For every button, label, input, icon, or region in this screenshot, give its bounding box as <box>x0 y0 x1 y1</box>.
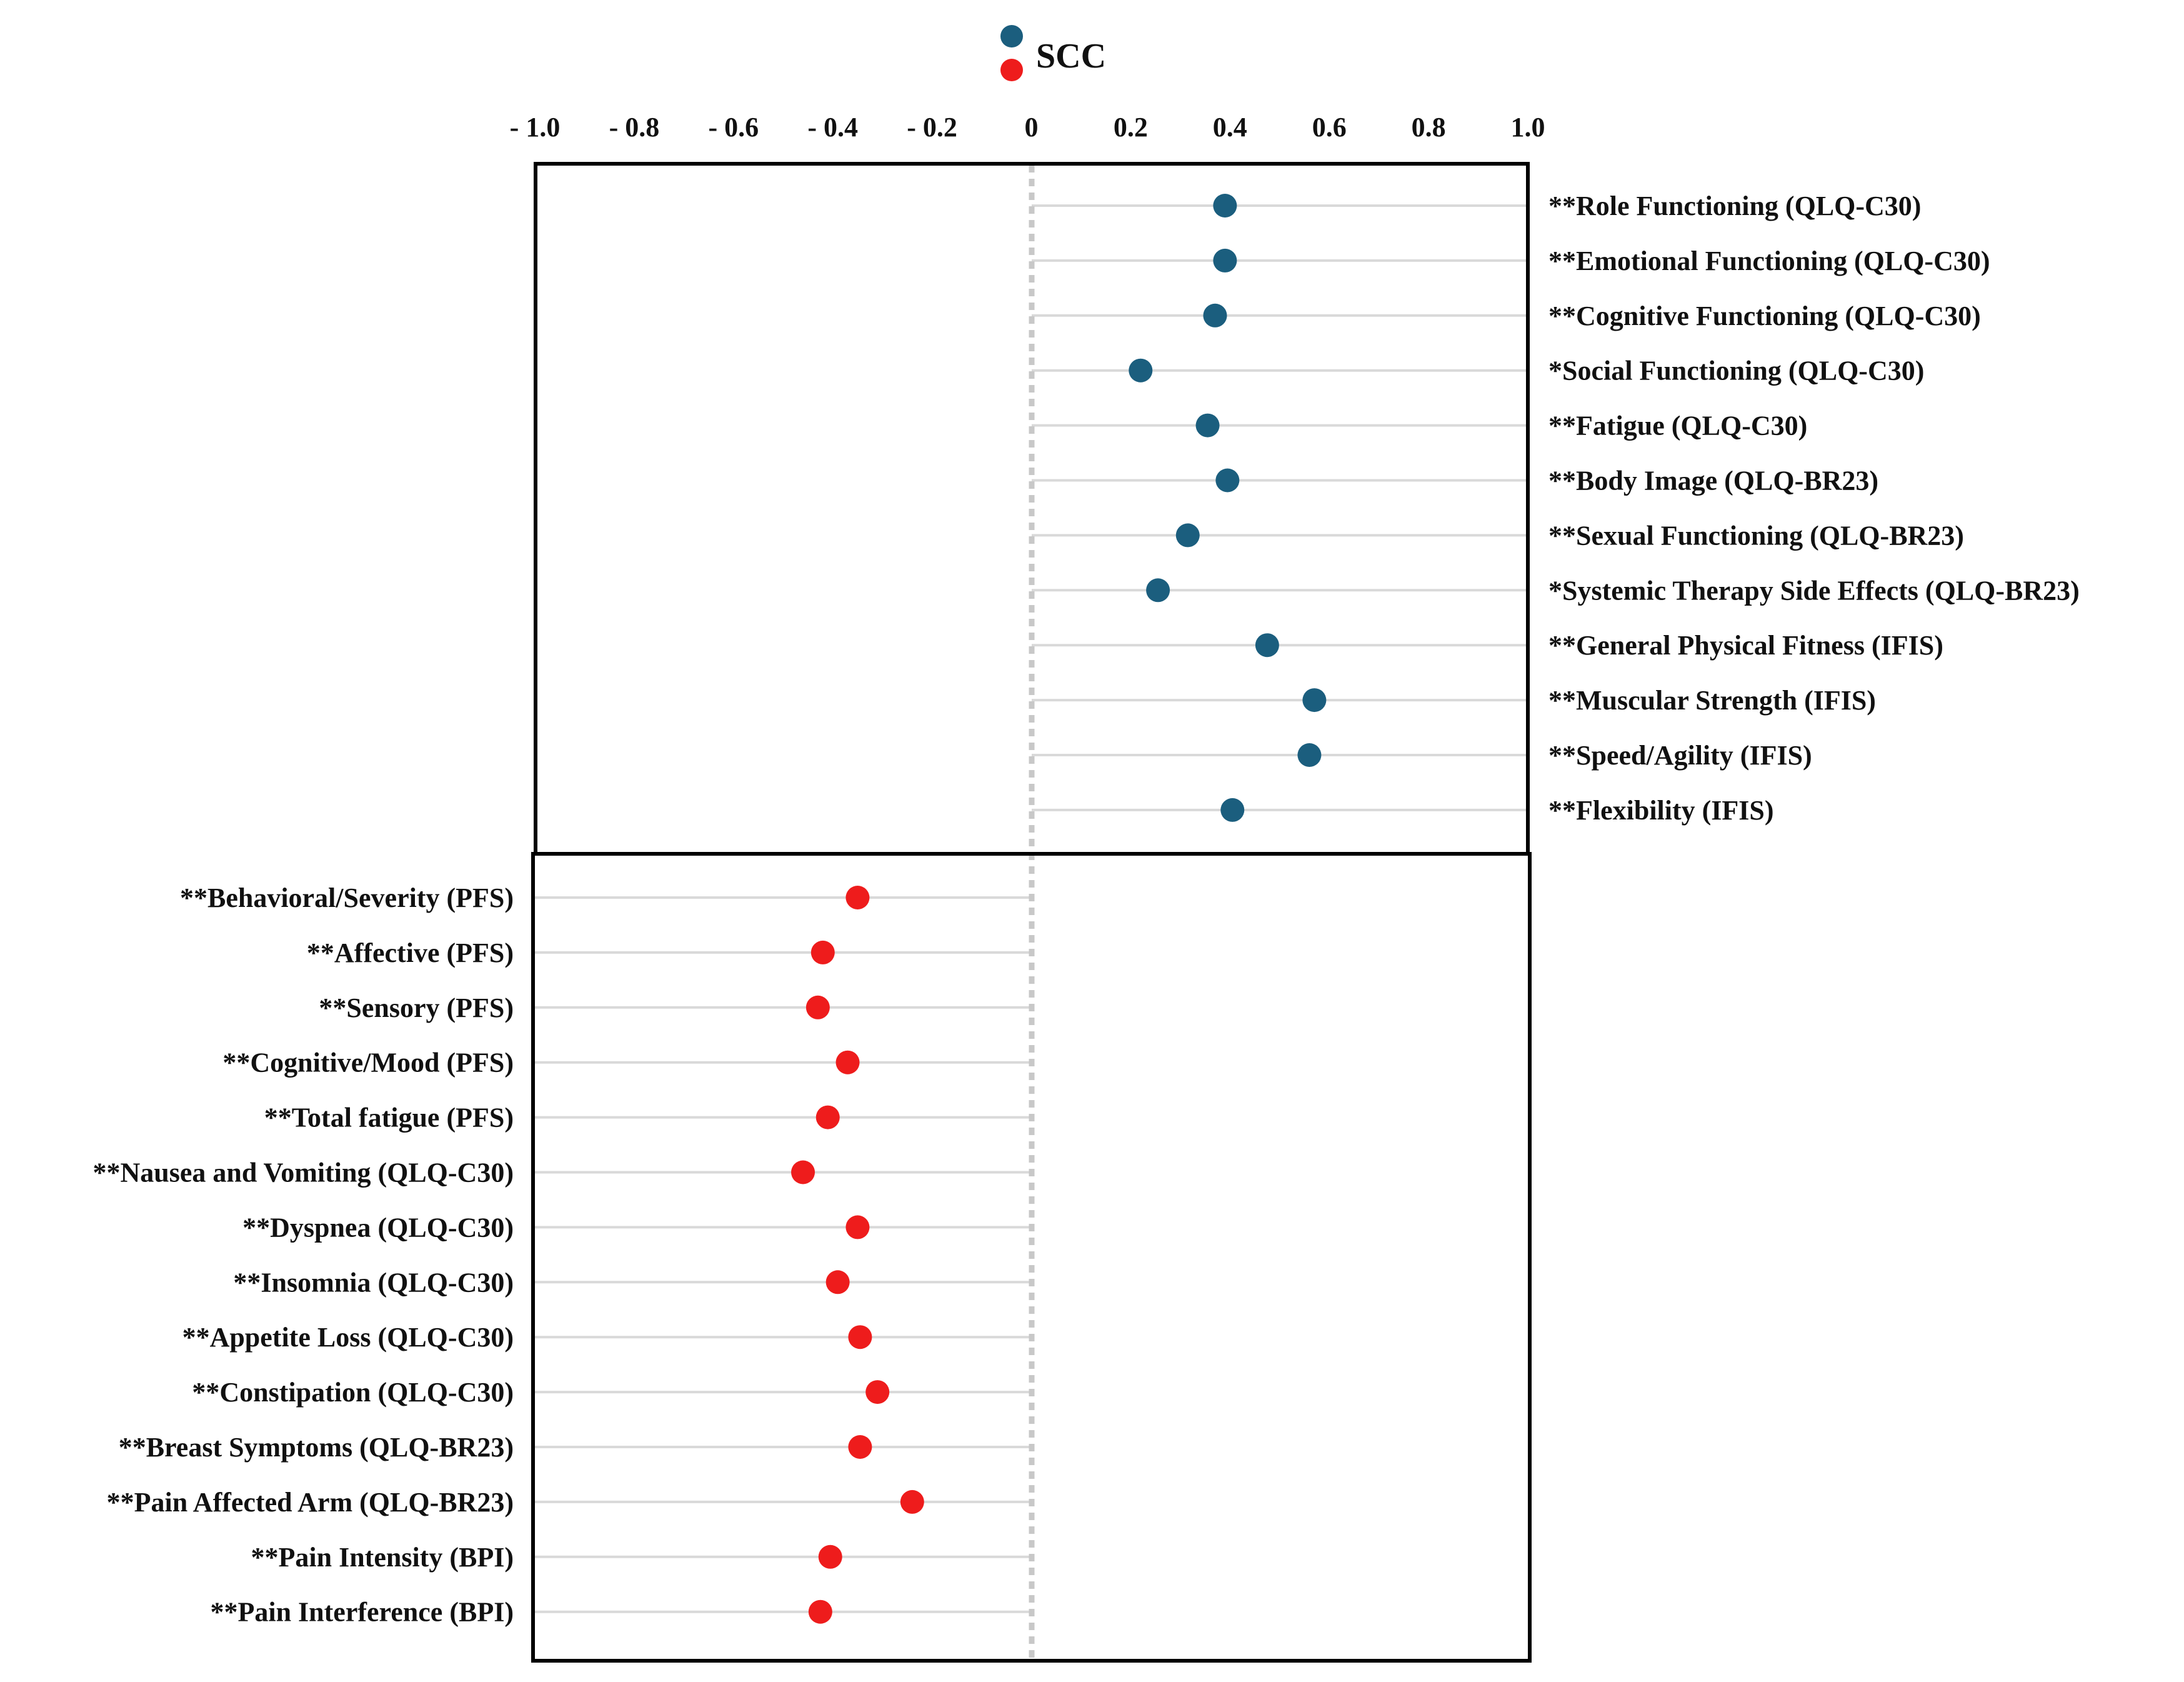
row-label: **Constipation (QLQ-C30) <box>192 1377 514 1408</box>
data-point-positive <box>1220 798 1245 822</box>
data-point-positive <box>1175 523 1200 548</box>
data-point-negative <box>900 1489 924 1514</box>
x-tick-label: - 1.0 <box>510 112 561 143</box>
x-tick-label: 1.0 <box>1511 112 1545 143</box>
data-points <box>791 194 1327 1624</box>
row-label: **Cognitive/Mood (PFS) <box>222 1048 514 1078</box>
row-label: **Appetite Loss (QLQ-C30) <box>182 1322 514 1353</box>
data-point-negative <box>848 1435 872 1459</box>
x-tick-label: - 0.6 <box>708 112 759 143</box>
data-point-positive <box>1297 743 1322 767</box>
panel-frames <box>531 162 1532 1663</box>
row-label: **Flexibility (IFIS) <box>1548 795 1774 826</box>
row-label: **Sensory (PFS) <box>319 993 514 1023</box>
data-point-negative <box>848 1325 872 1349</box>
row-labels: **Role Functioning (QLQ-C30) **Emotional … <box>92 191 2079 1628</box>
x-tick-label: 0.2 <box>1114 112 1148 143</box>
data-point-negative <box>845 886 870 909</box>
row-label: **Body Image (QLQ-BR23) <box>1548 466 1878 496</box>
x-tick-label: - 0.2 <box>907 112 957 143</box>
data-point-negative <box>865 1380 890 1404</box>
data-point-negative <box>818 1544 842 1569</box>
row-label: **Nausea and Vomiting (QLQ-C30) <box>92 1158 514 1188</box>
data-point-positive <box>1129 358 1153 383</box>
legend-label: SCC <box>1036 37 1106 76</box>
data-point-positive <box>1195 413 1220 438</box>
data-point-negative <box>808 1599 832 1624</box>
data-point-negative <box>791 1160 815 1184</box>
x-tick-label: 0.6 <box>1312 112 1347 143</box>
bottom-panel-frame <box>531 852 1532 1663</box>
x-tick-label: 0.8 <box>1412 112 1446 143</box>
row-label: **Dyspnea (QLQ-C30) <box>242 1212 514 1243</box>
row-label: **General Physical Fitness (IFIS) <box>1548 630 1943 661</box>
data-point-positive <box>1302 688 1327 713</box>
data-point-positive <box>1146 578 1170 603</box>
x-tick-label: 0.4 <box>1213 112 1247 143</box>
data-point-negative <box>835 1050 860 1074</box>
data-point-negative <box>805 995 830 1019</box>
x-tick-label: - 0.4 <box>807 112 858 143</box>
row-label: **Pain Interference (BPI) <box>210 1597 514 1628</box>
row-label: **Affective (PFS) <box>307 938 514 968</box>
row-label: **Sexual Functioning (QLQ-BR23) <box>1548 520 1964 551</box>
row-label: **Breast Symptoms (QLQ-BR23) <box>119 1432 514 1463</box>
legend: SCC <box>1000 25 1106 81</box>
row-label: **Role Functioning (QLQ-C30) <box>1548 191 1921 221</box>
data-point-negative <box>845 1215 870 1239</box>
row-label: **Fatigue (QLQ-C30) <box>1548 411 1807 441</box>
row-label: **Insomnia (QLQ-C30) <box>233 1267 514 1298</box>
data-point-positive <box>1213 248 1237 273</box>
x-axis-ticks: - 1.0 - 0.8 - 0.6 - 0.4 - 0.2 0 0.2 0.4 0.6 0.8 1.… <box>510 112 1545 143</box>
data-point-positive <box>1255 633 1279 658</box>
x-tick-label: - 0.8 <box>609 112 660 143</box>
row-label: **Cognitive Functioning (QLQ-C30) <box>1548 301 1981 331</box>
row-label: **Speed/Agility (IFIS) <box>1548 740 1812 771</box>
row-label: *Systemic Therapy Side Effects (QLQ-BR23… <box>1548 575 2080 606</box>
row-guides <box>533 204 1528 1613</box>
row-label: **Muscular Strength (IFIS) <box>1548 685 1876 716</box>
legend-dot-positive <box>1000 25 1023 48</box>
data-point-negative <box>815 1105 840 1129</box>
row-label: **Emotional Functioning (QLQ-C30) <box>1548 246 1990 276</box>
data-point-positive <box>1215 468 1240 493</box>
row-label: **Pain Intensity (BPI) <box>251 1542 514 1573</box>
row-label: *Social Functioning (QLQ-C30) <box>1548 356 1924 386</box>
legend-dot-negative <box>1000 59 1023 81</box>
data-point-positive <box>1203 303 1227 328</box>
x-tick-label: 0 <box>1025 112 1039 143</box>
data-point-positive <box>1213 194 1237 218</box>
row-label: **Behavioral/Severity (PFS) <box>180 883 514 913</box>
data-point-negative <box>810 940 835 964</box>
data-point-negative <box>825 1270 850 1294</box>
row-label: **Pain Affected Arm (QLQ-BR23) <box>107 1487 514 1518</box>
row-label: **Total fatigue (PFS) <box>264 1103 514 1133</box>
